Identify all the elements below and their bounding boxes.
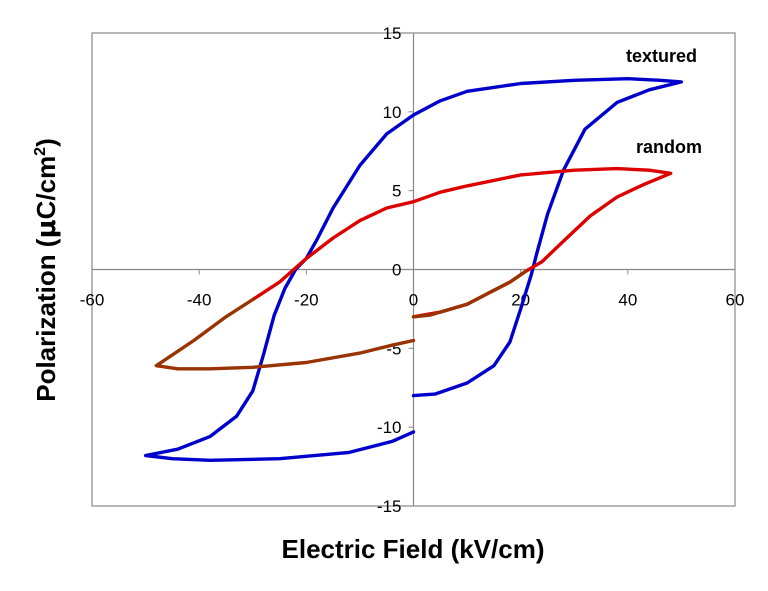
x-tick-label: -60 (80, 291, 105, 310)
y-tick-label: 15 (383, 24, 402, 43)
x-tick-label: 60 (726, 291, 745, 310)
y-axis-title-unit: C/cm (31, 156, 61, 220)
series-label-random: random (636, 137, 702, 157)
x-tick-label: -40 (187, 291, 212, 310)
x-axis-title: Electric Field (kV/cm) (282, 534, 545, 564)
y-tick-label: 10 (383, 103, 402, 122)
x-tick-label: -20 (294, 291, 319, 310)
y-axis-title-superscript: 2 (32, 147, 49, 156)
y-axis-title-prefix: Polarization ( (31, 238, 61, 402)
series-2-line (154, 297, 416, 371)
y-axis-title-mu: μ (32, 219, 62, 238)
series-label-textured: textured (626, 46, 697, 66)
y-tick-label: 5 (392, 182, 401, 201)
y-axis-title-close: ) (31, 138, 61, 147)
x-tick-label: 40 (618, 291, 637, 310)
y-tick-label: -15 (377, 497, 402, 516)
x-tick-label: 0 (409, 291, 418, 310)
y-tick-label: -10 (377, 418, 402, 437)
data-series (143, 77, 684, 462)
axes (91, 32, 736, 507)
series-textured-line (411, 77, 684, 398)
series-random-line (251, 200, 416, 302)
series-textured-line (143, 113, 416, 462)
series-2-line (411, 269, 528, 319)
y-axis-title: Polarization (μC/cm2) (31, 138, 62, 402)
y-tick-label: 0 (392, 261, 401, 280)
